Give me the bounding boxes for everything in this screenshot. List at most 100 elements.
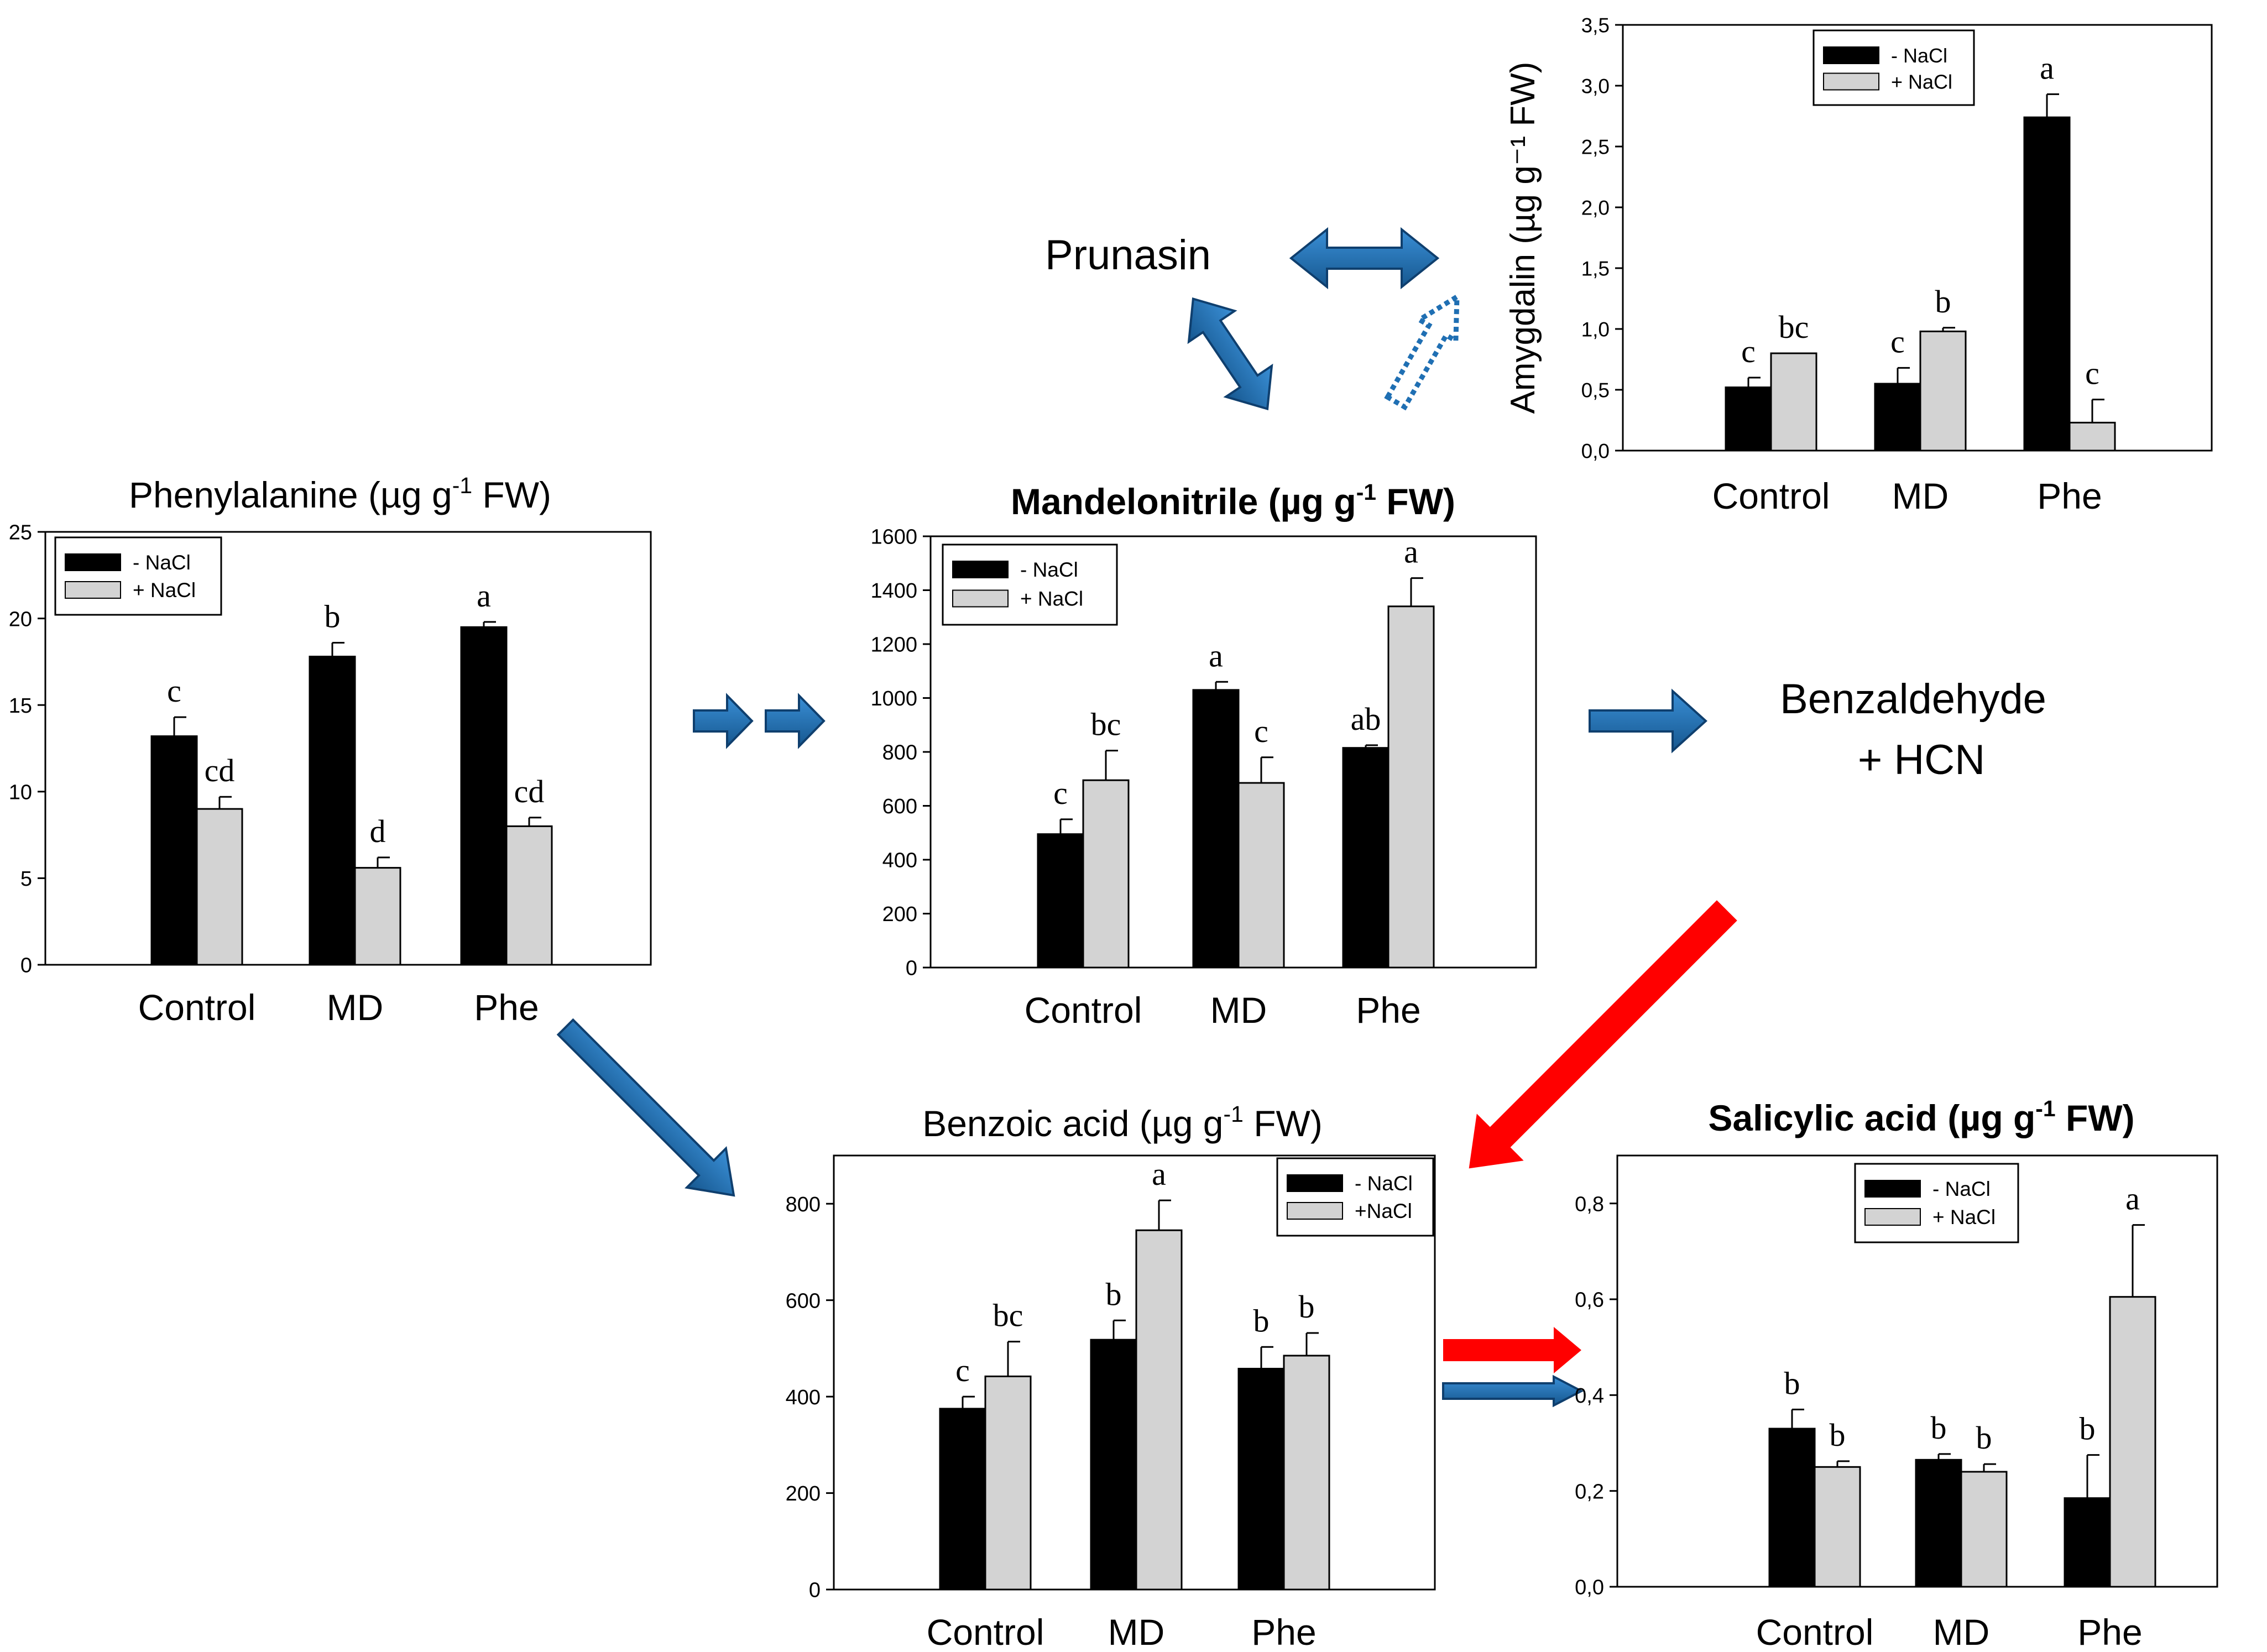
bar-plus-nacl	[196, 808, 243, 966]
significance-letter: a	[1152, 1156, 1166, 1192]
category-label: Phe	[474, 987, 539, 1028]
category-label: Phe	[2037, 475, 2102, 516]
category-label: Control	[138, 987, 256, 1028]
significance-letter: bc	[993, 1298, 1023, 1334]
bar-minus-nacl	[2064, 1497, 2111, 1588]
y-tick-label: 0,6	[1575, 1289, 1604, 1312]
y-tick-label: 2,0	[1581, 196, 1610, 219]
y-tick-label: 0,2	[1575, 1480, 1604, 1503]
y-tick-label: 2,5	[1581, 135, 1610, 158]
y-tick-label: 5	[20, 867, 32, 891]
y-tick-label: 200	[882, 903, 917, 926]
category-label: Phe	[1356, 990, 1420, 1031]
y-tick-label: 20	[9, 608, 32, 631]
category-label: MD	[1892, 475, 1949, 516]
bar-minus-nacl	[2023, 116, 2071, 452]
significance-letter: b	[1784, 1365, 1800, 1401]
y-tick-label: 400	[786, 1386, 821, 1409]
significance-letter: b	[1253, 1303, 1270, 1339]
y-tick-label: 200	[786, 1482, 821, 1505]
significance-letter: a	[477, 578, 491, 614]
bar-minus-nacl	[1725, 386, 1772, 452]
category-label: MD	[1933, 1612, 1990, 1652]
bar-minus-nacl	[939, 1408, 986, 1591]
significance-letter: a	[1404, 534, 1418, 570]
bar-plus-nacl	[2109, 1296, 2156, 1588]
legend-label: + NaCl	[133, 579, 196, 602]
y-tick-label: 0,8	[1575, 1193, 1604, 1216]
benzaldehyde-to-benzoic-red-arrow	[1469, 900, 1737, 1169]
significance-letter: bc	[1091, 707, 1121, 743]
bar-minus-nacl	[1768, 1428, 1816, 1588]
bar-minus-nacl	[309, 656, 356, 966]
phe-to-mandelonitrile-arrow-1	[693, 693, 754, 749]
significance-letter: b	[1299, 1289, 1315, 1325]
bar-plus-nacl	[1960, 1471, 2008, 1588]
significance-letter: c	[167, 673, 181, 709]
category-label: Control	[927, 1612, 1044, 1652]
y-tick-label: 400	[882, 849, 917, 872]
y-tick-label: 1600	[870, 526, 917, 549]
bar-plus-nacl	[1283, 1355, 1330, 1591]
bar-plus-nacl	[1237, 782, 1285, 969]
hcn-label: + HCN	[1858, 736, 1985, 783]
mandelonitrile-to-benzaldehyde-arrow	[1589, 688, 1707, 754]
significance-letter: c	[1741, 333, 1756, 369]
significance-letter: c	[2085, 356, 2099, 391]
legend-label: + NaCl	[1020, 588, 1083, 610]
legend-swatch-minus-nacl	[1287, 1174, 1343, 1192]
y-tick-label: 0,0	[1575, 1576, 1604, 1599]
y-tick-label: 1,0	[1581, 318, 1610, 341]
legend-swatch-minus-nacl	[65, 553, 121, 571]
chart-title: Benzoic acid (µg g-1 FW)	[922, 1101, 1323, 1144]
benzoic-to-salicylic-blue-arrow	[1442, 1374, 1584, 1408]
bar-minus-nacl	[1915, 1458, 1962, 1588]
chart-title: Phenylalanine (µg g-1 FW)	[129, 473, 551, 515]
bar-minus-nacl	[1090, 1339, 1137, 1591]
bar-minus-nacl	[1342, 747, 1390, 969]
legend-box	[942, 543, 1118, 626]
y-tick-label: 1,5	[1581, 257, 1610, 280]
legend-swatch-minus-nacl	[952, 561, 1009, 578]
y-tick-label: 800	[882, 741, 917, 765]
legend-label: + NaCl	[1932, 1206, 1996, 1228]
bar-plus-nacl	[1387, 605, 1435, 969]
y-tick-label: 0	[20, 954, 32, 977]
y-tick-label: 0	[906, 957, 917, 980]
benzoic-to-salicylic-red-arrow	[1443, 1327, 1581, 1373]
legend-swatch-plus-nacl	[1287, 1202, 1343, 1220]
legend-label: + NaCl	[1891, 71, 1952, 93]
category-label: Control	[1712, 475, 1830, 516]
legend-swatch-minus-nacl	[1864, 1180, 1921, 1198]
y-tick-label: 1200	[870, 634, 917, 657]
significance-letter: d	[370, 813, 386, 849]
prunasin-amygdalin-double-arrow	[1289, 227, 1440, 290]
phenylalanine-chart: 0 5 10 15 20 25 c b a cd d cd Control MD Phe Phenylalan…	[9, 473, 652, 1028]
y-tick-label: 0	[809, 1579, 821, 1602]
dotted-arrow	[1384, 292, 1460, 411]
significance-letter: a	[1209, 637, 1223, 673]
y-tick-label: 3,5	[1581, 14, 1610, 36]
prunasin-label: Prunasin	[1045, 232, 1211, 279]
significance-letter: bc	[1779, 309, 1809, 345]
legend-label: +NaCl	[1355, 1200, 1412, 1222]
legend-label: - NaCl	[1020, 558, 1078, 581]
category-label: Phe	[2077, 1612, 2142, 1652]
bar-plus-nacl	[1814, 1466, 1861, 1588]
y-tick-label: 0,4	[1575, 1384, 1604, 1408]
significance-letter: c	[955, 1352, 970, 1388]
legend-box	[1276, 1157, 1434, 1237]
significance-letter: ab	[1351, 701, 1381, 737]
prunasin-mandelonitrile-double-arrow	[1187, 297, 1273, 411]
y-tick-label: 800	[786, 1193, 821, 1216]
category-label: MD	[1210, 990, 1267, 1031]
legend-box	[54, 536, 222, 616]
legend-label: - NaCl	[1355, 1172, 1413, 1195]
significance-letter: b	[2080, 1411, 2096, 1447]
significance-letter: b	[1931, 1410, 1947, 1446]
bar-minus-nacl	[1037, 833, 1084, 969]
bar-plus-nacl	[2068, 421, 2116, 452]
bar-minus-nacl	[1192, 689, 1240, 969]
